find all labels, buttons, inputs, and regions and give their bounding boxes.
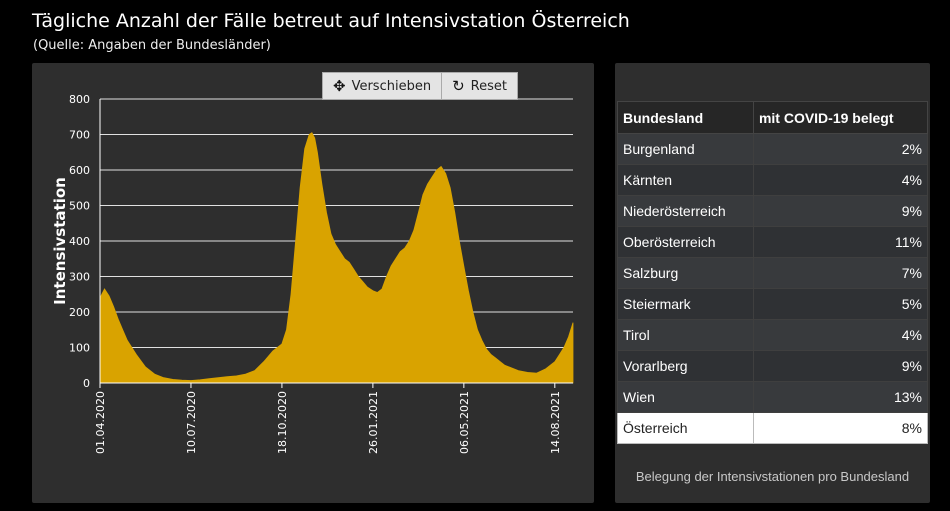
table-row: Vorarlberg 9% <box>617 350 929 382</box>
belegt-cell: 9% <box>752 195 929 227</box>
table-row: Niederösterreich 9% <box>617 195 929 227</box>
x-tick-label: 14.08.2021 <box>549 391 562 454</box>
y-tick-label: 700 <box>69 129 90 142</box>
belegt-cell: 13% <box>752 381 929 413</box>
table-row: Salzburg 7% <box>617 257 929 289</box>
bundesland-cell: Vorarlberg <box>617 350 754 382</box>
column-header-belegt[interactable]: mit COVID-19 belegt <box>752 101 929 134</box>
belegt-cell: 4% <box>752 164 929 196</box>
x-tick-label: 06.05.2021 <box>458 391 471 454</box>
table-caption: Belegung der Intensivstationen pro Bunde… <box>635 469 910 484</box>
pan-button[interactable]: ✥ Verschieben <box>323 73 441 99</box>
belegt-cell: 4% <box>752 319 929 351</box>
y-tick-label: 200 <box>69 306 90 319</box>
page-title: Tägliche Anzahl der Fälle betreut auf In… <box>32 10 630 32</box>
belegt-cell: 5% <box>752 288 929 320</box>
total-label-cell: Österreich <box>617 412 754 444</box>
icu-cases-area <box>99 132 574 384</box>
occupancy-table: Bundesland mit COVID-19 belegt Burgenlan… <box>617 101 929 444</box>
table-row: Kärnten 4% <box>617 164 929 196</box>
y-tick-label: 600 <box>69 164 90 177</box>
bundesland-cell: Kärnten <box>617 164 754 196</box>
reset-button[interactable]: ↻ Reset <box>441 73 517 99</box>
belegt-cell: 7% <box>752 257 929 289</box>
reset-arrow-icon: ↻ <box>452 76 465 95</box>
table-row: Wien 13% <box>617 381 929 413</box>
y-tick-label: 400 <box>69 235 90 248</box>
icu-area-chart[interactable]: 0 100 200 300 400 500 600 700 800 01.04.2020 10.07… <box>32 63 594 503</box>
y-tick-label: 0 <box>83 377 90 390</box>
chart-panel: 0 100 200 300 400 500 600 700 800 01.04.2020 10.07… <box>32 63 594 503</box>
x-tick-label: 01.04.2020 <box>94 391 107 454</box>
pan-button-label: Verschieben <box>351 78 432 94</box>
bundesland-cell: Oberösterreich <box>617 226 754 258</box>
table-row: Steiermark 5% <box>617 288 929 320</box>
y-tick-label: 500 <box>69 200 90 213</box>
y-axis-title: Intensivstation <box>51 177 69 305</box>
x-tick-label: 18.10.2020 <box>276 391 289 454</box>
bundesland-cell: Wien <box>617 381 754 413</box>
belegt-cell: 11% <box>752 226 929 258</box>
x-tick-label: 26.01.2021 <box>367 391 380 454</box>
belegt-cell: 2% <box>752 133 929 165</box>
bundesland-cell: Niederösterreich <box>617 195 754 227</box>
page-subtitle: (Quelle: Angaben der Bundesländer) <box>33 38 271 53</box>
y-tick-label: 800 <box>69 93 90 106</box>
chart-toolbar: ✥ Verschieben ↻ Reset <box>322 72 518 100</box>
bundesland-cell: Salzburg <box>617 257 754 289</box>
reset-button-label: Reset <box>470 78 507 94</box>
table-total-row: Österreich 8% <box>617 412 929 444</box>
table-row: Burgenland 2% <box>617 133 929 165</box>
x-tick-label: 10.07.2020 <box>185 391 198 454</box>
belegt-cell: 9% <box>752 350 929 382</box>
column-header-bundesland[interactable]: Bundesland <box>617 101 754 134</box>
table-row: Oberösterreich 11% <box>617 226 929 258</box>
move-arrows-icon: ✥ <box>333 76 346 95</box>
bundesland-cell: Burgenland <box>617 133 754 165</box>
table-header-row: Bundesland mit COVID-19 belegt <box>617 101 929 134</box>
table-panel: Bundesland mit COVID-19 belegt Burgenlan… <box>615 63 930 503</box>
table-row: Tirol 4% <box>617 319 929 351</box>
bundesland-cell: Tirol <box>617 319 754 351</box>
bundesland-cell: Steiermark <box>617 288 754 320</box>
y-tick-label: 100 <box>69 342 90 355</box>
y-tick-label: 300 <box>69 271 90 284</box>
total-value-cell: 8% <box>752 412 929 444</box>
